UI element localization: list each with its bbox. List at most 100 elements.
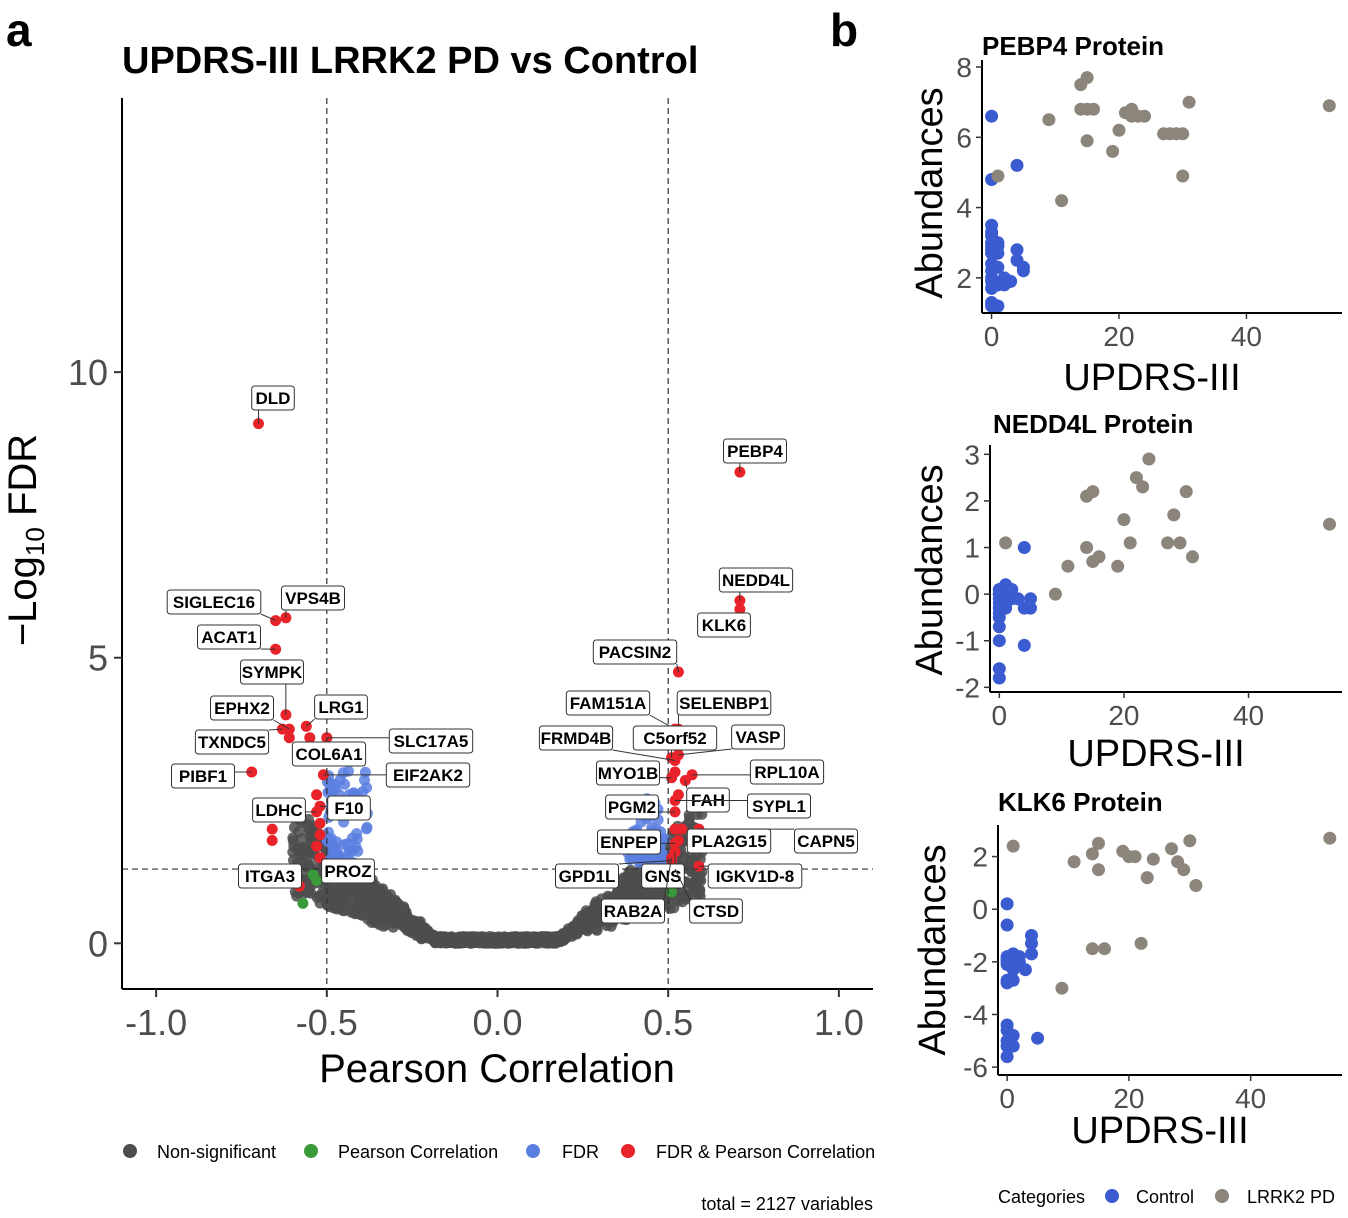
subplot-point-control [1006,1029,1020,1042]
subplot-point-lrrk2-pd [1179,485,1193,499]
subplot-x-axis-label: UPDRS-III [1063,357,1240,399]
volcano-point [558,929,569,941]
point-label-fah: FAH [684,780,730,813]
subplot-point-control [1031,1031,1045,1045]
subplot-x-axis-label: UPDRS-III [1071,1110,1248,1152]
point-label-text: VASP [735,728,780,747]
subplot-x-tick-label: 40 [1231,321,1262,352]
volcano-point [405,923,417,935]
volcano-point [353,882,365,894]
subplot-point-control [991,299,1005,313]
point-label-box [731,724,785,750]
legend-swatch-3 [621,1144,635,1158]
point-label-text: MYO1B [598,764,658,783]
point-label-box [718,567,794,593]
volcano-point-sig [311,840,323,852]
point-label-pla2g15: PLA2G15 [686,828,772,854]
point-label-box [686,787,730,813]
subplot-point-lrrk2-pd [1098,942,1111,956]
volcano-x-tick-label: 0.5 [643,1002,693,1043]
point-label-rab2a: RAB2A [601,857,673,924]
point-label-text: F10 [334,799,363,818]
volcano-point [516,936,528,948]
volcano-point [668,902,680,914]
subplot-y-tick-label: 0 [972,894,988,925]
subplot-point-lrrk2-pd [1182,95,1196,109]
volcano-point [538,932,550,944]
point-label-box [252,797,306,823]
volcano-point [630,880,642,892]
point-label-box [641,863,685,889]
volcano-point-pla2g15 [676,823,688,835]
subplot-point-lrrk2-pd [1138,109,1151,123]
subplot-y-tick-label: -4 [963,999,988,1030]
point-label-box [194,729,270,755]
volcano-point [288,822,300,833]
point-label-text: ACAT1 [201,628,256,647]
volcano-point-fdr [339,778,351,790]
point-label-text: ITGA3 [245,867,295,886]
subplot-y-tick-label: -1 [955,626,980,657]
volcano-point [380,919,392,931]
point-label-txndc5: TXNDC5 [194,728,283,755]
volcano-point [370,913,382,925]
subplot-point-control [1000,1050,1014,1064]
subplot-point-lrrk2-pd [1048,587,1062,601]
point-label-vasp: VASP [678,724,785,756]
point-label-text: C5orf52 [643,729,706,748]
legend-swatch-0 [123,1144,137,1158]
subplot-point-lrrk2-pd [1322,99,1336,113]
point-label-box [697,612,751,638]
volcano-point-fdr [338,839,350,851]
subplot-point-lrrk2-pd [1106,144,1120,158]
legend-label-2: FDR [562,1142,599,1162]
point-label-text: RAB2A [604,902,663,921]
point-label-box [555,863,619,889]
point-label-text: EPHX2 [214,699,270,718]
point-label-text: FAM151A [570,694,647,713]
subplot-point-lrrk2-pd [1142,452,1156,466]
point-label-text: SLC17A5 [394,732,469,751]
point-label-text: EIF2AK2 [393,766,463,785]
point-label-text: CTSD [693,902,739,921]
subplot-point-lrrk2-pd [1080,71,1094,85]
point-label-box [794,828,858,854]
point-label-pgm2: PGM2 [605,794,676,820]
point-label-box [166,589,262,615]
subplot-point-control [1010,243,1024,257]
volcano-point [337,901,349,913]
subplot-point-lrrk2-pd [1086,485,1100,499]
subplot-point-control [992,662,1006,676]
volcano-x-tick-label: -1.0 [125,1002,187,1043]
volcano-point [375,884,387,896]
subplot-point-lrrk2-pd [1055,194,1069,208]
volcano-point [459,932,471,944]
subplot-y-tick-label: 2 [956,263,972,294]
volcano-point-vps4b [280,612,292,624]
volcano-point [291,843,303,855]
point-label-text: SYMPK [242,663,303,682]
point-label-box [632,725,718,751]
point-label-text: GPD1L [559,867,616,886]
point-label-box [385,762,471,788]
subplot-point-control [991,260,1005,274]
subplot-x-tick-label: 20 [1103,321,1134,352]
point-label-selenbp1: SELENBP1 [676,690,772,730]
point-label-box [171,763,235,789]
subplot-point-lrrk2-pd [1117,513,1131,527]
subplot-point-lrrk2-pd [1067,855,1081,869]
point-label-slc17a5: SLC17A5 [326,728,474,754]
point-label-text: SELENBP1 [679,694,769,713]
subplot-y-tick-label: 1 [964,533,980,564]
volcano-point [468,935,480,947]
point-label-vps4b: VPS4B [281,585,345,618]
point-label-box [251,385,295,411]
subplot-1: PEBP4 Protein 0 20 40 2 4 6 8 UPDRS-III Abundance… [909,31,1342,399]
volcano-point-fdr [624,854,636,865]
point-label-box [596,760,660,786]
categories-swatch-1 [1215,1189,1229,1203]
point-label-text: ENPEP [600,833,658,852]
volcano-point [351,903,363,915]
subplot-point-lrrk2-pd [1129,471,1143,485]
subplot-point-lrrk2-pd [1085,847,1099,861]
